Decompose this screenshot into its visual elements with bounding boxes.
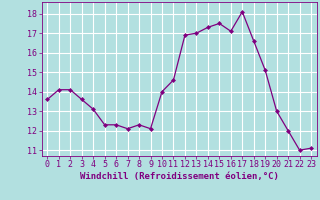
X-axis label: Windchill (Refroidissement éolien,°C): Windchill (Refroidissement éolien,°C) (80, 172, 279, 181)
